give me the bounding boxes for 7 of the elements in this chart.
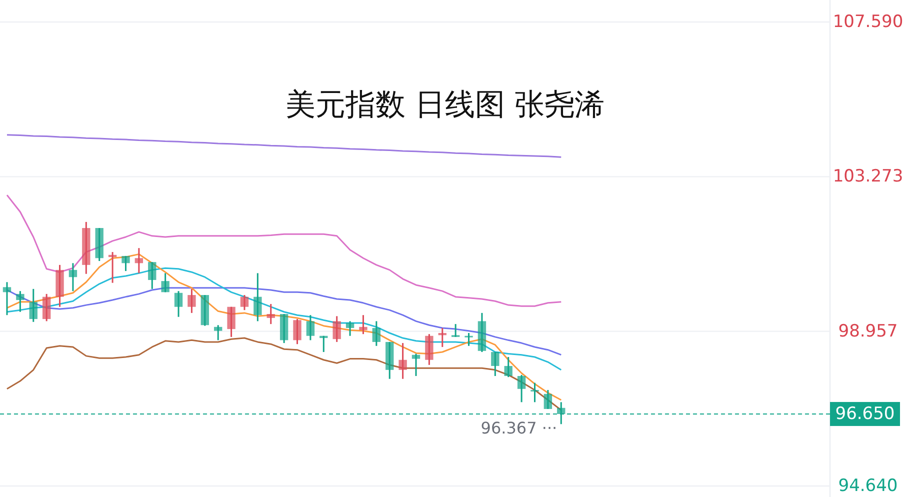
ytick: 107.590: [832, 12, 904, 32]
ytick: 94.640: [838, 476, 898, 496]
ref-label: 96.650: [835, 404, 895, 424]
title: 美元指数 日线图 张尧浠: [285, 88, 605, 122]
ytick: 98.957: [838, 321, 898, 342]
ytick: 103.273: [832, 166, 904, 187]
annotation: 96.367 ···: [480, 418, 558, 438]
